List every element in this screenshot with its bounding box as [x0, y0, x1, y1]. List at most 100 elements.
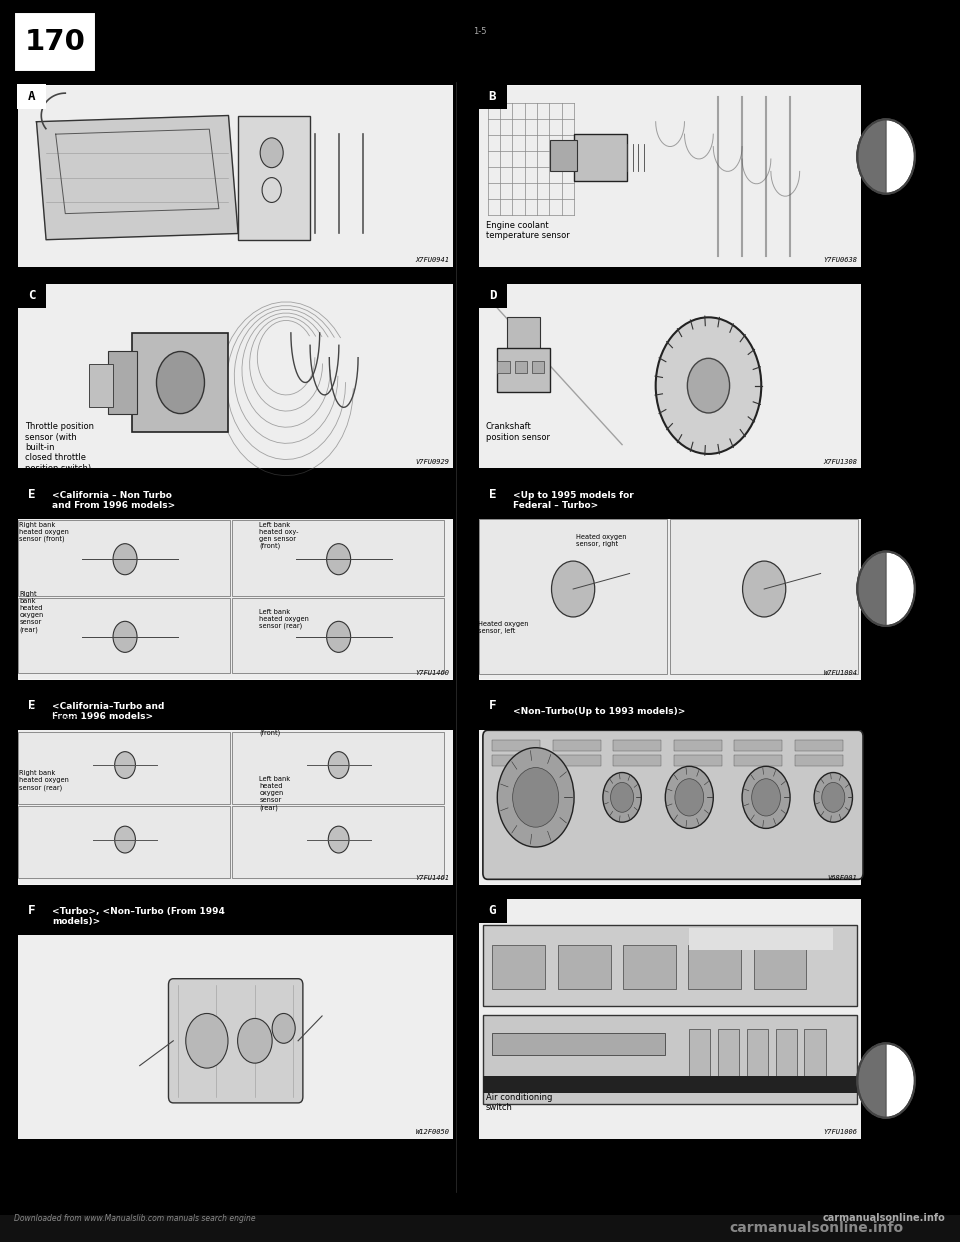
Bar	[478, 898, 862, 1140]
Text: <Up to 1995 models for
Federal – Turbo>: <Up to 1995 models for Federal – Turbo>	[513, 491, 634, 510]
Bar	[670, 519, 858, 674]
Text: V68F001: V68F001	[828, 874, 857, 881]
Circle shape	[857, 1043, 915, 1118]
Bar	[492, 945, 545, 990]
Text: Y7FU1460: Y7FU1460	[416, 669, 449, 676]
Text: W7FU1004: W7FU1004	[824, 669, 857, 676]
Bar	[483, 1076, 857, 1093]
Bar	[17, 693, 454, 886]
Text: E: E	[28, 488, 36, 501]
Text: G: G	[489, 904, 496, 917]
Bar	[747, 1028, 768, 1087]
FancyBboxPatch shape	[483, 730, 863, 879]
Circle shape	[742, 766, 790, 828]
Bar	[17, 482, 46, 507]
Circle shape	[113, 544, 137, 575]
Bar	[17, 898, 46, 923]
Bar	[483, 925, 857, 1006]
Bar	[553, 755, 601, 766]
Text: carmanualsonline.info: carmanualsonline.info	[823, 1213, 946, 1223]
Bar	[478, 84, 507, 109]
Circle shape	[328, 826, 349, 853]
Bar	[18, 284, 453, 468]
Circle shape	[743, 561, 786, 617]
Bar	[478, 898, 507, 923]
Circle shape	[611, 782, 634, 812]
Bar	[18, 806, 230, 878]
Bar	[17, 283, 454, 469]
Bar	[478, 693, 862, 730]
Circle shape	[513, 768, 559, 827]
Bar	[479, 519, 667, 674]
Bar	[754, 945, 806, 990]
Bar	[553, 740, 601, 751]
Bar	[574, 134, 627, 181]
Circle shape	[326, 621, 350, 652]
Bar	[478, 84, 862, 268]
FancyBboxPatch shape	[169, 979, 303, 1103]
Bar	[478, 482, 507, 507]
Bar	[674, 755, 722, 766]
Circle shape	[857, 119, 915, 194]
Bar	[515, 361, 527, 373]
Bar	[479, 483, 861, 679]
Bar	[478, 693, 507, 718]
Bar	[18, 599, 230, 673]
Text: Downloaded from www.Manualslib.com manuals search engine: Downloaded from www.Manualslib.com manua…	[14, 1213, 256, 1223]
Text: Right bank
heated oxygen
sensor (front): Right bank heated oxygen sensor (front)	[19, 522, 69, 543]
Bar	[17, 84, 454, 268]
Text: Left bank
heated
oxygen
sensor
(front): Left bank heated oxygen sensor (front)	[259, 702, 290, 737]
Bar	[18, 899, 453, 1139]
Bar	[532, 361, 544, 373]
Circle shape	[114, 751, 135, 779]
Circle shape	[260, 138, 283, 168]
Text: Left bank
heated oxy-
gen sensor
(front): Left bank heated oxy- gen sensor (front)	[259, 522, 299, 549]
Circle shape	[328, 751, 349, 779]
Circle shape	[113, 621, 137, 652]
Bar	[492, 1033, 665, 1056]
Text: X7FU1308: X7FU1308	[824, 458, 857, 465]
Bar	[688, 945, 741, 990]
Text: F: F	[489, 699, 496, 712]
Bar	[18, 732, 230, 804]
Text: W12F0050: W12F0050	[416, 1129, 449, 1135]
Bar	[479, 899, 861, 1139]
Text: carmanualsonline.info: carmanualsonline.info	[729, 1221, 903, 1236]
Circle shape	[656, 318, 761, 455]
Bar	[17, 283, 46, 308]
Text: Air conditioning
switch: Air conditioning switch	[486, 1093, 552, 1113]
Text: Engine coolant
temperature sensor: Engine coolant temperature sensor	[486, 221, 569, 241]
Bar	[17, 482, 454, 681]
Bar	[18, 520, 230, 596]
Polygon shape	[857, 119, 886, 194]
Bar	[478, 693, 862, 886]
Text: 170: 170	[24, 29, 85, 56]
Bar	[804, 1028, 826, 1087]
Bar	[478, 482, 862, 681]
Circle shape	[822, 782, 845, 812]
Bar	[17, 693, 454, 730]
Bar	[613, 740, 661, 751]
Bar	[238, 116, 310, 240]
Circle shape	[752, 779, 780, 816]
Text: <Non–Turbo(Up to 1993 models)>: <Non–Turbo(Up to 1993 models)>	[513, 707, 685, 717]
Circle shape	[675, 779, 704, 816]
Bar	[17, 898, 454, 935]
Bar	[483, 1016, 857, 1104]
Text: Right bank heated oxy-
gen sensor (front): Right bank heated oxy- gen sensor (front…	[19, 708, 97, 722]
Circle shape	[687, 359, 730, 412]
Polygon shape	[857, 1043, 886, 1118]
Bar	[507, 318, 540, 353]
Bar	[232, 520, 444, 596]
Text: Left bank
heated oxygen
sensor (rear): Left bank heated oxygen sensor (rear)	[259, 609, 309, 630]
Text: Throttle position
sensor (with
built-in
closed throttle
position switch): Throttle position sensor (with built-in …	[25, 422, 94, 473]
Text: E: E	[489, 488, 496, 501]
Bar	[479, 86, 861, 267]
Text: Y7FU1461: Y7FU1461	[416, 874, 449, 881]
Bar	[478, 482, 862, 519]
Bar	[18, 483, 453, 679]
Text: Heated oxygen
sensor, left: Heated oxygen sensor, left	[478, 621, 529, 633]
Bar	[17, 482, 454, 519]
Bar	[479, 694, 861, 884]
Circle shape	[238, 1018, 273, 1063]
